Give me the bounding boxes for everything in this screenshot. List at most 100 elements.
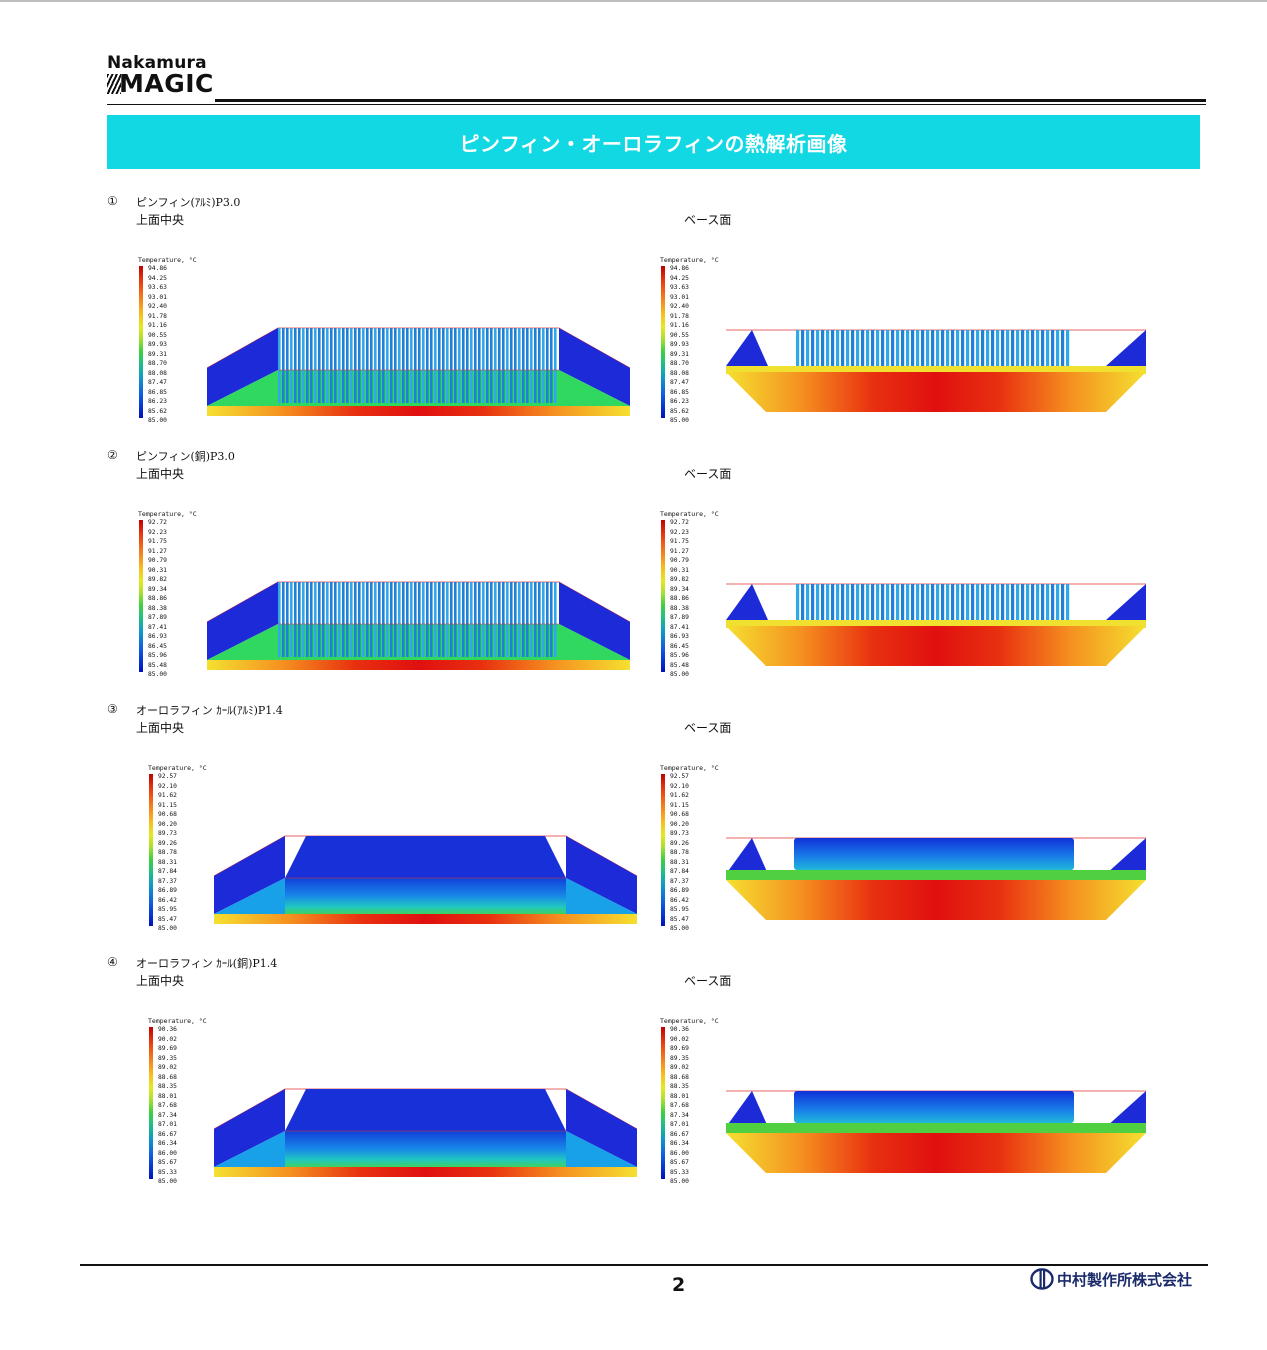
- base-temperature-field: [726, 372, 1146, 412]
- pin-fin: [981, 330, 985, 366]
- legend-tick: 93.63: [670, 284, 689, 291]
- legend-tick: 89.73: [158, 830, 177, 837]
- pin-fin: [506, 582, 509, 657]
- pin-fin: [1066, 584, 1070, 620]
- legend-tick: 86.34: [158, 1140, 177, 1147]
- pin-fin: [846, 584, 850, 620]
- base-face-label: ベース面: [684, 467, 732, 481]
- pin-fin: [976, 584, 980, 620]
- legend-tick: 86.85: [148, 388, 167, 396]
- pin-fin: [302, 582, 305, 657]
- pin-fin: [294, 328, 297, 403]
- pin-fin: [342, 328, 345, 403]
- legend-tick: 90.02: [158, 1035, 177, 1043]
- legend-tick: 88.70: [670, 360, 689, 367]
- pin-fin: [941, 330, 945, 366]
- legend-tick: 92.57: [158, 773, 177, 780]
- base-face-legend: Temperature, °C 92.72 92.23 91.75 91.27 90.79…: [660, 510, 780, 685]
- left-side-panel: [207, 582, 278, 660]
- pin-fin: [514, 582, 517, 657]
- legend-tick: 91.62: [670, 792, 689, 799]
- legend-tick: 90.55: [148, 331, 167, 339]
- pin-fin: [342, 582, 345, 657]
- pin-fin: [901, 584, 905, 620]
- legend-tick: 93.01: [670, 293, 689, 301]
- right-side-wedge: [1106, 330, 1146, 366]
- pin-fin: [1031, 584, 1035, 620]
- pin-fin: [498, 582, 501, 657]
- left-side-panel: [207, 328, 278, 406]
- legend-ticks: 94.86 94.25 93.63 93.01 92.40 91.78 91.16 90.55…: [148, 264, 167, 426]
- pin-fin: [458, 582, 461, 657]
- pin-fin: [478, 328, 481, 403]
- pin-fin: [350, 582, 353, 657]
- pin-fin: [338, 582, 341, 657]
- top-center-legend: Temperature, °C 90.36 90.02 89.69 89.35 89.02…: [148, 1017, 268, 1192]
- legend-tick: 85.00: [670, 925, 689, 932]
- pin-fin: [801, 330, 805, 366]
- legend-title: Temperature, °C: [660, 256, 719, 264]
- pin-fin: [1011, 330, 1015, 366]
- pin-fin: [450, 328, 453, 403]
- legend-ticks: 92.57 92.10 91.62 91.15 90.68 90.20 89.73 89.26…: [670, 772, 689, 934]
- pin-fin: [1061, 330, 1065, 366]
- pin-fin: [821, 330, 825, 366]
- pin-fin: [538, 582, 541, 657]
- left-side-panel: [214, 836, 285, 914]
- pin-fin: [442, 328, 445, 403]
- legend-tick: 90.31: [670, 566, 689, 574]
- aurora-fin-top: [285, 836, 566, 878]
- pin-fin: [298, 582, 301, 657]
- pin-fin: [494, 328, 497, 403]
- pin-fin: [462, 328, 465, 403]
- aurora-fin-front: [285, 1131, 566, 1167]
- legend-tick: 90.31: [148, 566, 167, 574]
- pin-fin: [821, 584, 825, 620]
- pin-fin: [846, 330, 850, 366]
- legend-tick: 94.25: [148, 274, 167, 282]
- base-face-legend: Temperature, °C 92.57 92.10 91.62 91.15 90.68…: [660, 764, 780, 939]
- legend-tick: 92.10: [158, 782, 177, 790]
- legend-tick: 86.42: [158, 896, 177, 904]
- pin-fin: [906, 584, 910, 620]
- pin-fin: [518, 328, 521, 403]
- base-temperature-field: [214, 914, 637, 924]
- legend-tick: 88.01: [670, 1092, 689, 1100]
- legend-tick: 88.01: [158, 1092, 177, 1100]
- legend-tick: 88.31: [670, 858, 689, 866]
- company-name: 中村製作所株式会社: [1057, 1270, 1193, 1289]
- legend-tick: 86.23: [148, 398, 167, 405]
- aurora-fin-top: [285, 1089, 566, 1131]
- top-center-legend: Temperature, °C 92.57 92.10 91.62 91.15 90.68…: [148, 764, 268, 939]
- legend-colorbar: [661, 520, 665, 672]
- pin-fin: [486, 582, 489, 657]
- header-rule: [215, 99, 1206, 102]
- pin-fin: [482, 582, 485, 657]
- legend-tick: 90.36: [670, 1026, 689, 1033]
- pin-fin: [426, 582, 429, 657]
- pin-fin: [314, 582, 317, 657]
- legend-tick: 93.63: [148, 284, 167, 291]
- legend-tick: 85.00: [148, 417, 167, 424]
- pin-fin: [811, 330, 815, 366]
- pin-fin: [1036, 584, 1040, 620]
- pin-fin: [806, 330, 810, 366]
- pin-fin: [306, 582, 309, 657]
- legend-tick: 90.36: [158, 1026, 177, 1033]
- legend-tick: 85.48: [670, 661, 689, 669]
- legend-tick: 85.00: [148, 671, 167, 678]
- legend-tick: 87.68: [670, 1102, 689, 1109]
- legend-tick: 90.20: [670, 820, 689, 828]
- pin-fin: [338, 328, 341, 403]
- pin-fin: [486, 328, 489, 403]
- legend-tick: 85.67: [158, 1159, 177, 1166]
- pin-fin: [1041, 584, 1045, 620]
- pin-fin: [438, 582, 441, 657]
- pin-fin: [294, 582, 297, 657]
- pin-fin: [502, 328, 505, 403]
- right-side-panel: [566, 836, 637, 914]
- pin-fin: [318, 328, 321, 403]
- pin-fin: [881, 584, 885, 620]
- legend-tick: 91.16: [670, 322, 689, 329]
- pin-fin: [510, 582, 513, 657]
